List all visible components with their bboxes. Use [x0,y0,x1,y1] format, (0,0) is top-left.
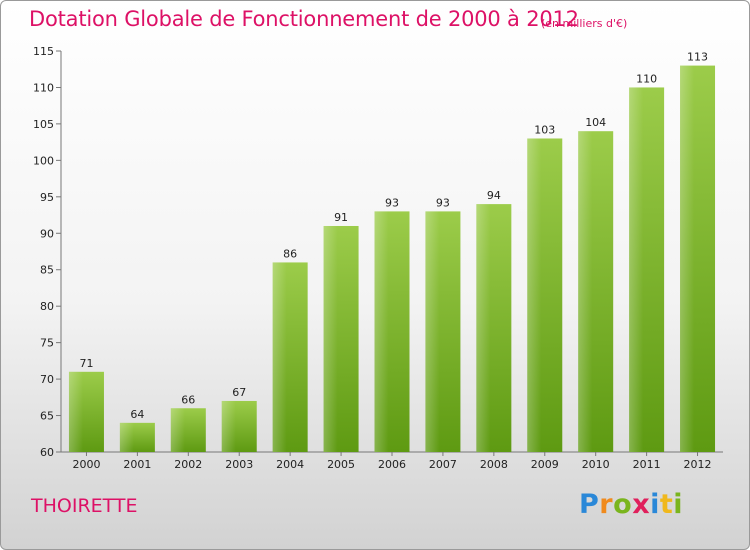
bar-highlight [476,204,512,452]
data-label: 113 [687,51,708,64]
proxiti-logo: Proxiti [579,489,683,520]
x-tick-label: 2004 [276,458,304,471]
y-tick-label: 100 [33,154,54,167]
data-label: 86 [283,247,297,260]
chart-subtitle: (en milliers d'€) [541,17,628,30]
chart-labels: 60 65 70 75 80 85 90 95 100 105 110 115 71 2000 64 2001… [33,45,712,471]
y-tick-label: 115 [33,45,54,58]
data-label: 103 [534,123,555,136]
data-label: 91 [334,211,348,224]
logo-letter: o [613,489,633,520]
x-tick-label: 2002 [174,458,202,471]
chart-title: Dotation Globale de Fonctionnement de 20… [29,7,579,31]
x-tick-label: 2008 [480,458,508,471]
bar-highlight [68,371,104,452]
bar-highlight [272,262,308,452]
logo-letter: t [659,489,674,520]
y-tick-label: 110 [33,81,54,94]
data-label: 110 [636,72,657,85]
y-tick-label: 85 [40,264,54,277]
bar-highlight [221,400,257,452]
y-tick-label: 75 [40,337,54,350]
x-tick-label: 2010 [582,458,610,471]
data-label: 66 [181,393,195,406]
bar-highlight [425,211,461,452]
x-tick-label: 2000 [72,458,100,471]
bar-highlight [680,65,716,452]
logo-letter: x [632,489,651,520]
y-tick-label: 80 [40,300,54,313]
y-tick-label: 60 [40,446,54,459]
y-tick-label: 65 [40,410,54,423]
data-label: 104 [585,116,606,129]
bar-highlight [374,211,410,452]
commune-name: THOIRETTE [31,495,138,517]
x-tick-label: 2005 [327,458,355,471]
y-tick-label: 105 [33,118,54,131]
data-label: 93 [385,196,399,209]
y-tick-label: 95 [40,191,54,204]
x-tick-label: 2001 [123,458,151,471]
x-tick-label: 2009 [531,458,559,471]
x-tick-label: 2003 [225,458,253,471]
logo-letter: i [673,489,684,520]
bar-highlight [323,225,359,452]
logo-letter: r [599,489,614,520]
x-tick-label: 2012 [684,458,712,471]
chart-bars [68,65,716,453]
bar-highlight [527,138,563,452]
logo-letter: i [650,489,660,520]
y-tick-label: 70 [40,373,54,386]
data-label: 64 [130,408,144,421]
x-tick-label: 2011 [633,458,661,471]
data-label: 67 [232,386,246,399]
x-tick-label: 2006 [378,458,406,471]
bar-highlight [170,408,206,452]
data-label: 71 [79,357,93,370]
logo-letter: P [579,489,600,520]
data-label: 93 [436,196,450,209]
y-tick-label: 90 [40,227,54,240]
bar-highlight [119,422,155,452]
x-tick-label: 2007 [429,458,457,471]
data-label: 94 [487,189,501,202]
bar-highlight [629,87,665,453]
bar-highlight [578,131,614,452]
